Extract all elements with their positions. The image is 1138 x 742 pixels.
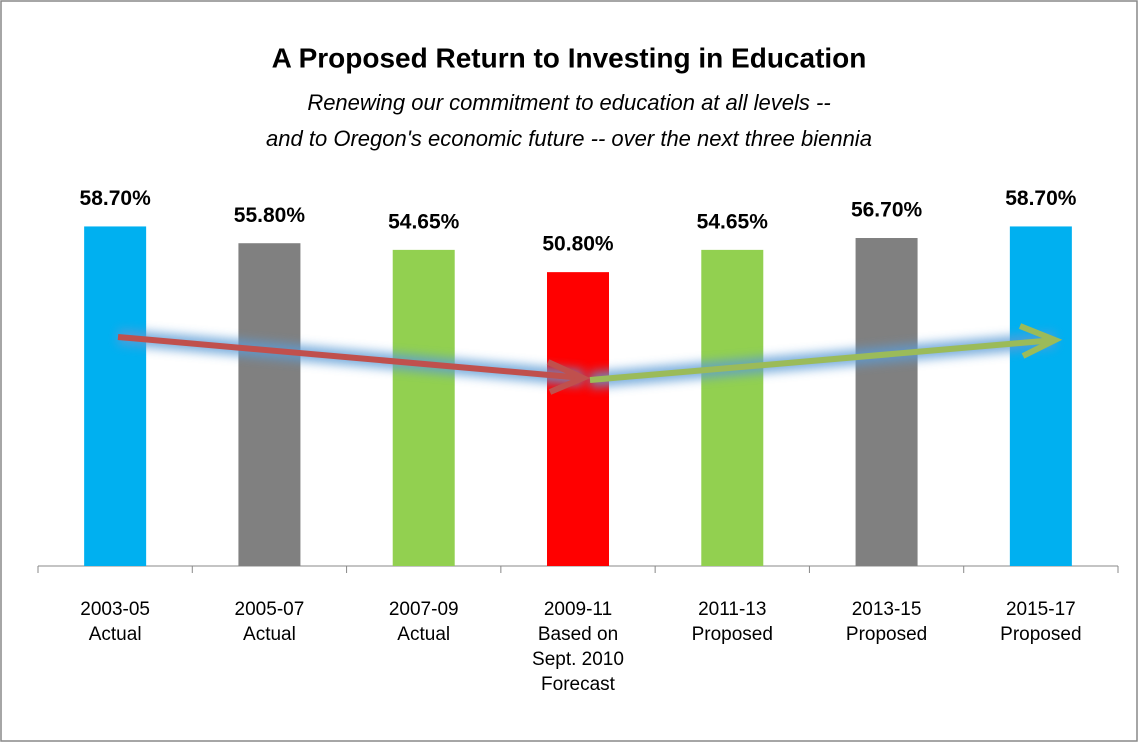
x-tick-label: Actual: [243, 624, 296, 645]
x-tick-label: 2013-15: [852, 599, 922, 620]
bar: [547, 272, 609, 566]
value-label: 54.65%: [388, 210, 460, 233]
bar: [392, 249, 455, 566]
bar: [701, 249, 764, 566]
trend-arrows: [117, 323, 1063, 395]
x-tick-label: Proposed: [846, 624, 927, 645]
x-tick-label: 2003-05: [80, 599, 150, 620]
value-label: 58.70%: [1005, 187, 1077, 210]
value-label: 54.65%: [697, 210, 769, 233]
chart-subtitle: Renewing our commitment to education at …: [307, 90, 830, 115]
x-tick-label: Sept. 2010: [532, 649, 624, 670]
x-tick-label: Based on: [538, 624, 618, 645]
bar: [238, 243, 301, 567]
value-label: 58.70%: [80, 187, 152, 210]
x-tick-label: 2015-17: [1006, 599, 1076, 620]
x-tick-label: 2011-13: [698, 599, 766, 620]
value-label: 55.80%: [234, 204, 306, 227]
x-tick-label: 2007-09: [389, 599, 459, 620]
plot-area: 2003-05 Actual 58.70% 2005-07 Actual 55.80% 20…: [37, 187, 1119, 695]
value-label: 50.80%: [542, 233, 614, 256]
x-tick-label: Proposed: [692, 624, 773, 645]
chart-title: A Proposed Return to Investing in Educat…: [272, 42, 867, 73]
bar: [84, 226, 147, 567]
x-tick-label: 2005-07: [235, 599, 305, 620]
x-tick-label: Actual: [89, 624, 142, 645]
value-label: 56.70%: [851, 199, 923, 222]
x-tick-label: Actual: [397, 624, 450, 645]
x-tick-label: Forecast: [541, 674, 616, 695]
chart-subtitle: and to Oregon's economic future -- over …: [266, 126, 872, 151]
bar: [1009, 226, 1072, 567]
x-tick-label: Proposed: [1000, 624, 1081, 645]
bar: [855, 238, 918, 566]
x-tick-label: 2009-11: [544, 599, 612, 620]
